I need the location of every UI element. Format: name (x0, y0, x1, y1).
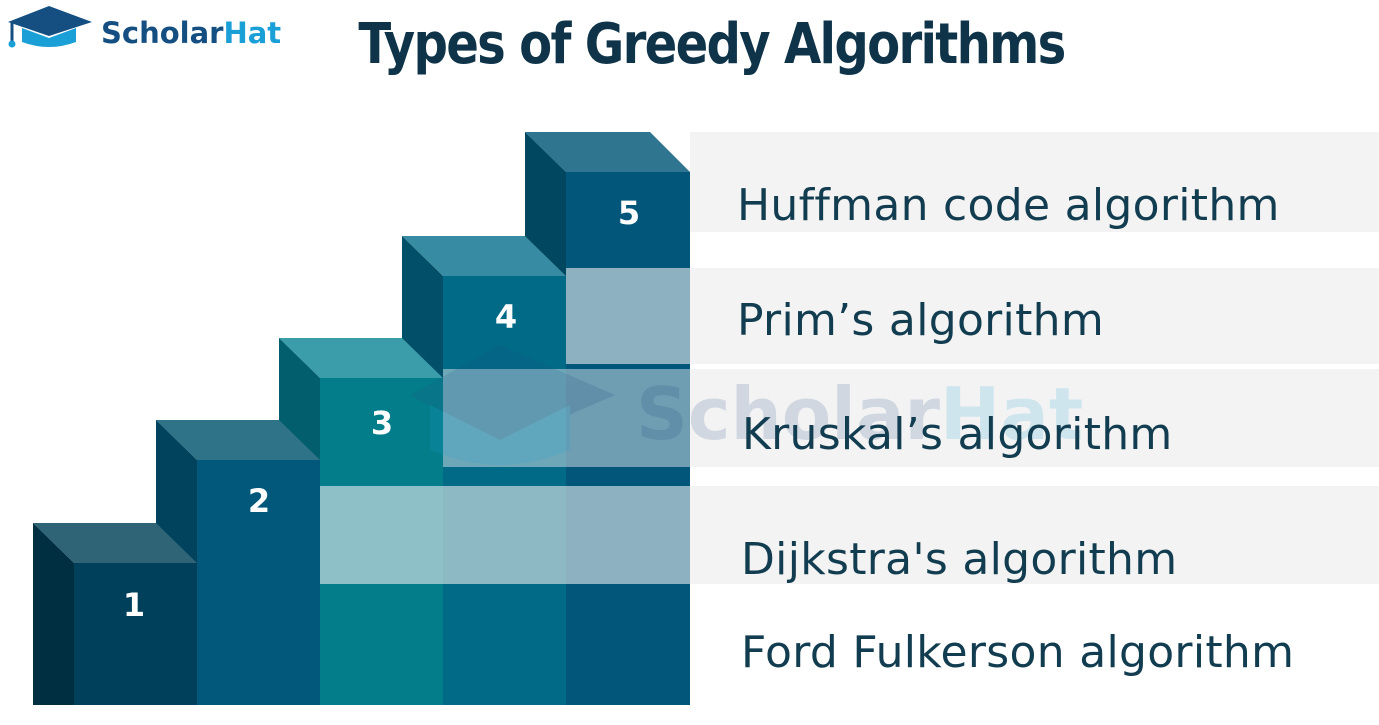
step-5-number: 5 (617, 194, 641, 232)
watermark-text: ScholarHat (636, 372, 1083, 456)
step-4-number: 4 (494, 298, 518, 336)
overlay-row-3 (443, 369, 690, 467)
step-5-label: Huffman code algorithm (737, 180, 1280, 231)
step-2-label: Dijkstra's algorithm (741, 534, 1178, 585)
step-2-number: 2 (247, 482, 271, 520)
watermark-cap-icon (410, 345, 615, 465)
step-2-top (156, 420, 320, 460)
logo-name-part2: Hat (223, 16, 282, 50)
watermark-part2: Hat (940, 372, 1084, 456)
step-1-label: Ford Fulkerson algorithm (741, 627, 1295, 678)
step-1-top (33, 523, 197, 563)
step-3-label: Kruskal’s algorithm (742, 409, 1173, 460)
step-5-front (566, 172, 690, 705)
step-4-label: Prim’s algorithm (737, 295, 1104, 346)
step-4-top (402, 236, 566, 276)
step-5-top (525, 132, 690, 172)
page-title: Types of Greedy Algorithms (358, 12, 1066, 77)
step-3-top (279, 338, 443, 378)
step-3-number: 3 (370, 404, 394, 442)
graduation-cap-icon (8, 6, 92, 48)
watermark-part1: Scholar (636, 372, 941, 456)
row-band-4 (690, 268, 1379, 364)
overlay-row-4 (566, 268, 690, 364)
step-1-front (74, 563, 197, 705)
logo-wordmark: ScholarHat (101, 16, 281, 50)
step-2-front (197, 460, 320, 705)
row-band-3 (690, 369, 1379, 467)
logo-name-part1: Scholar (101, 16, 224, 50)
row-band-2 (690, 486, 1379, 584)
step-1-side (33, 523, 74, 705)
step-1-number: 1 (122, 586, 146, 624)
scholarhat-logo[interactable]: ScholarHat (4, 4, 284, 54)
overlay-row-2 (320, 486, 690, 584)
row-band-5 (690, 132, 1379, 232)
